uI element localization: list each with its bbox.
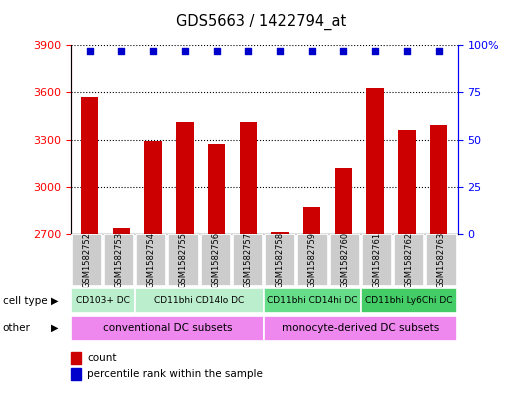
Text: GSM1582760: GSM1582760 xyxy=(340,232,349,288)
Text: CD11bhi CD14hi DC: CD11bhi CD14hi DC xyxy=(267,296,358,305)
Text: GSM1582753: GSM1582753 xyxy=(115,232,123,288)
Text: CD11bhi CD14lo DC: CD11bhi CD14lo DC xyxy=(154,296,245,305)
Bar xyxy=(362,234,392,286)
Bar xyxy=(136,234,166,286)
Bar xyxy=(361,288,457,313)
Bar xyxy=(265,316,457,340)
Bar xyxy=(426,234,457,286)
Text: GSM1582763: GSM1582763 xyxy=(437,232,446,288)
Point xyxy=(308,48,316,54)
Text: GDS5663 / 1422794_at: GDS5663 / 1422794_at xyxy=(176,14,347,30)
Text: cell type: cell type xyxy=(3,296,47,306)
Bar xyxy=(367,88,384,393)
Text: count: count xyxy=(87,353,117,363)
Text: GSM1582759: GSM1582759 xyxy=(308,232,317,288)
Bar xyxy=(176,122,194,393)
Bar xyxy=(329,234,360,286)
Point xyxy=(276,48,284,54)
Text: GSM1582756: GSM1582756 xyxy=(211,232,220,288)
Bar xyxy=(71,288,135,313)
Bar xyxy=(271,232,289,393)
Point xyxy=(212,48,221,54)
Bar xyxy=(112,228,130,393)
Bar xyxy=(201,234,231,286)
Point xyxy=(435,48,443,54)
Bar xyxy=(233,234,263,286)
Point xyxy=(371,48,379,54)
Text: other: other xyxy=(3,323,30,333)
Text: GSM1582755: GSM1582755 xyxy=(179,232,188,288)
Point xyxy=(339,48,348,54)
Bar xyxy=(265,288,360,313)
Bar xyxy=(208,144,225,393)
Bar xyxy=(168,234,199,286)
Bar xyxy=(72,234,102,286)
Bar xyxy=(240,122,257,393)
Bar xyxy=(71,316,264,340)
Point xyxy=(403,48,411,54)
Point xyxy=(117,48,126,54)
Bar xyxy=(81,97,98,393)
Point xyxy=(180,48,189,54)
Bar xyxy=(104,234,134,286)
Text: ▶: ▶ xyxy=(51,296,59,306)
Bar xyxy=(430,125,447,393)
Text: GSM1582762: GSM1582762 xyxy=(405,232,414,288)
Text: monocyte-derived DC subsets: monocyte-derived DC subsets xyxy=(282,323,439,333)
Text: GSM1582757: GSM1582757 xyxy=(244,232,253,288)
Bar xyxy=(335,168,352,393)
Bar xyxy=(144,141,162,393)
Text: ▶: ▶ xyxy=(51,323,59,333)
Bar xyxy=(135,288,264,313)
Text: conventional DC subsets: conventional DC subsets xyxy=(103,323,232,333)
Text: GSM1582752: GSM1582752 xyxy=(82,232,91,288)
Point xyxy=(85,48,94,54)
Point xyxy=(149,48,157,54)
Text: GSM1582758: GSM1582758 xyxy=(276,232,285,288)
Text: CD11bhi Ly6Chi DC: CD11bhi Ly6Chi DC xyxy=(366,296,453,305)
Text: CD103+ DC: CD103+ DC xyxy=(76,296,130,305)
Bar xyxy=(303,207,321,393)
Bar xyxy=(265,234,295,286)
Bar xyxy=(394,234,424,286)
Point xyxy=(244,48,253,54)
Text: GSM1582761: GSM1582761 xyxy=(372,232,381,288)
Text: GSM1582754: GSM1582754 xyxy=(147,232,156,288)
Bar xyxy=(398,130,416,393)
Bar xyxy=(298,234,327,286)
Text: percentile rank within the sample: percentile rank within the sample xyxy=(87,369,263,379)
